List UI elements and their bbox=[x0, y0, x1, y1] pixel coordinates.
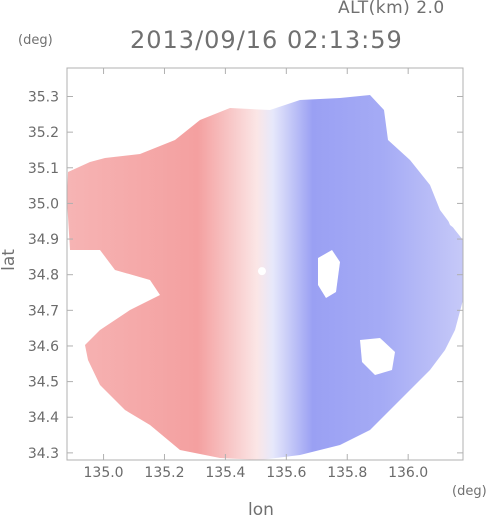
y-tick-label: 34.8 bbox=[28, 268, 59, 284]
echo-gap bbox=[360, 338, 395, 375]
y-tick-label: 34.4 bbox=[28, 410, 59, 426]
velocity-field bbox=[67, 95, 463, 460]
x-tick-label: 135.0 bbox=[84, 465, 124, 481]
x-tick-label: 135.8 bbox=[327, 465, 367, 481]
datetime-title: 2013/09/16 02:13:59 bbox=[130, 26, 403, 54]
echo-area bbox=[67, 95, 463, 460]
echo-gap bbox=[438, 120, 463, 235]
y-tick-label: 34.9 bbox=[28, 232, 59, 248]
y-tick-label: 35.2 bbox=[28, 125, 59, 141]
y-tick-label: 34.3 bbox=[28, 446, 59, 462]
x-tick-label: 135.6 bbox=[266, 465, 306, 481]
altitude-label: ALT(km) 2.0 bbox=[338, 0, 445, 18]
x-tick-label: 135.2 bbox=[144, 465, 184, 481]
y-tick-label: 34.7 bbox=[28, 303, 59, 319]
echo-gap bbox=[318, 250, 340, 298]
x-axis-unit: (deg) bbox=[452, 484, 487, 499]
plot-border bbox=[66, 67, 464, 461]
radar-site-marker bbox=[257, 267, 266, 276]
axis-ticks: 135.0 135.2 135.4 135.6 135.8 136.0 35.3 35.2 35… bbox=[28, 68, 463, 481]
y-tick-label: 35.1 bbox=[28, 161, 59, 177]
y-tick-label: 35.0 bbox=[28, 196, 59, 212]
x-tick-label: 136.0 bbox=[388, 465, 428, 481]
y-axis-unit: (deg) bbox=[18, 33, 53, 48]
y-tick-label: 34.5 bbox=[28, 375, 59, 391]
x-axis-label: lon bbox=[248, 500, 274, 520]
x-tick-label: 135.4 bbox=[205, 465, 245, 481]
plot-frame bbox=[66, 67, 464, 461]
y-tick-label: 34.6 bbox=[28, 339, 59, 355]
y-tick-label: 35.3 bbox=[28, 90, 59, 106]
